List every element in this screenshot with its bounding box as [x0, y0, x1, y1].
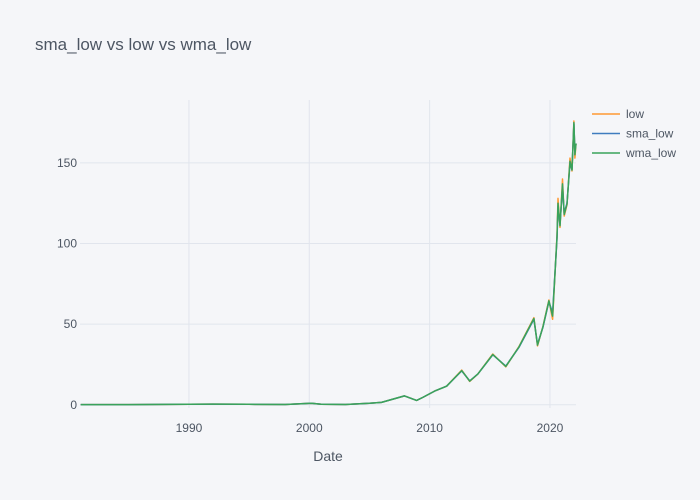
series-lines [80, 120, 577, 406]
series-line-wma-low [80, 121, 577, 406]
x-tick-label: 2010 [416, 421, 443, 435]
y-tick-label: 50 [64, 317, 78, 331]
y-tick-label: 150 [57, 156, 77, 170]
legend-item-low[interactable]: low [592, 107, 644, 121]
x-tick-label: 2020 [537, 421, 564, 435]
legend[interactable]: low sma_low wma_low [592, 107, 676, 160]
legend-label: sma_low [626, 127, 674, 141]
chart-title: sma_low vs low vs wma_low [35, 35, 252, 54]
legend-label: low [626, 107, 644, 121]
axis-ticks: 1990 2000 2010 2020 0 50 100 150 [57, 156, 564, 435]
legend-item-wma-low[interactable]: wma_low [592, 146, 676, 160]
x-axis-title: Date [313, 448, 343, 464]
y-tick-label: 100 [57, 237, 77, 251]
legend-label: wma_low [625, 146, 676, 160]
x-tick-label: 2000 [296, 421, 323, 435]
x-tick-label: 1990 [176, 421, 203, 435]
y-tick-label: 0 [70, 398, 77, 412]
legend-item-sma-low[interactable]: sma_low [592, 127, 674, 141]
